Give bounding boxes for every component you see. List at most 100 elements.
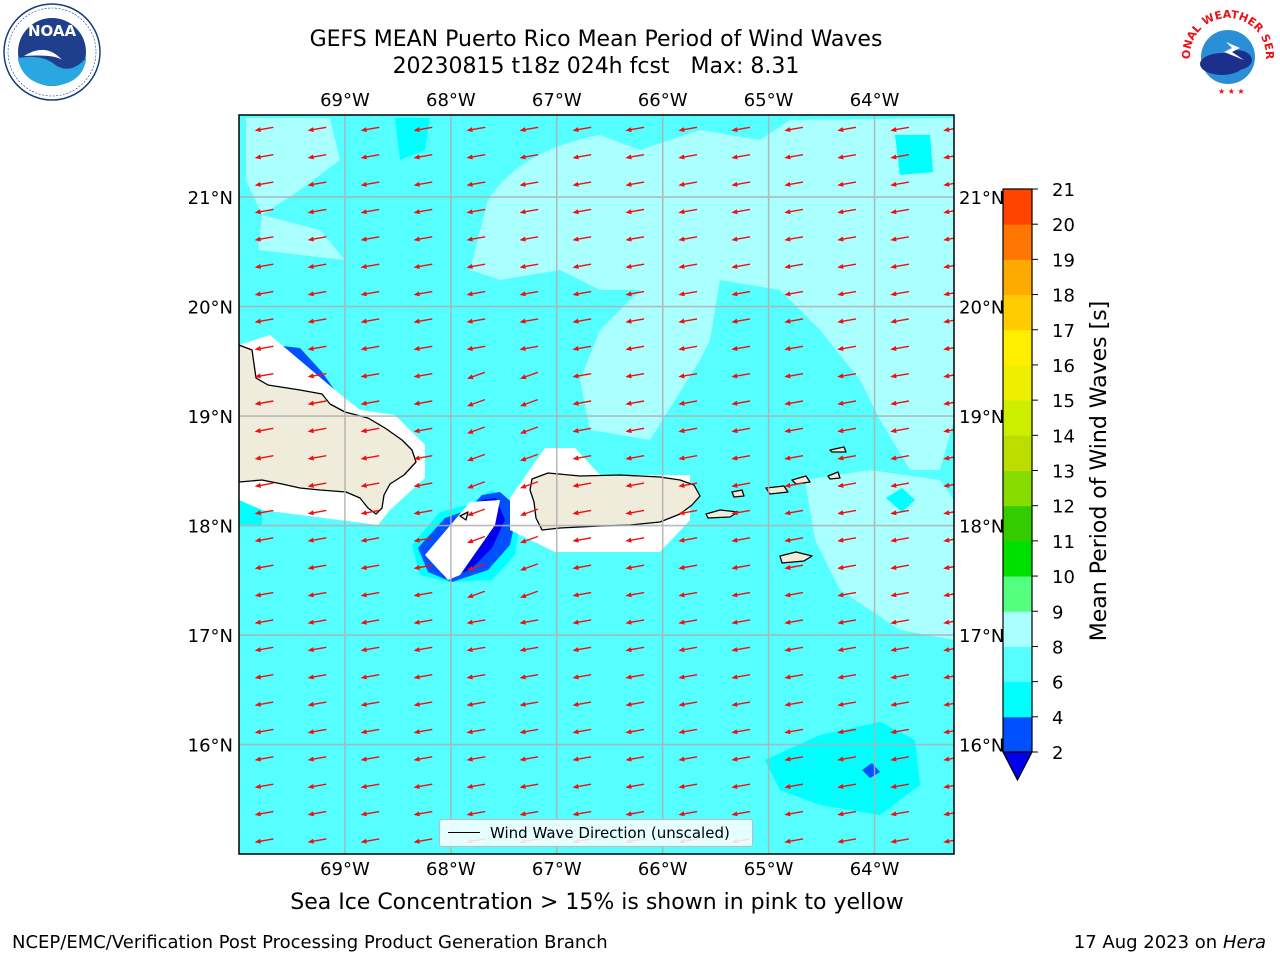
wind-wave-arrow	[307, 674, 327, 680]
wind-wave-arrow	[943, 783, 954, 789]
contour-6-8s	[886, 488, 915, 512]
wind-wave-arrow	[519, 783, 539, 789]
wind-wave-arrow	[943, 263, 954, 269]
wind-wave-arrow	[519, 728, 539, 735]
wind-wave-arrow	[254, 427, 274, 434]
wind-wave-arrow	[678, 400, 698, 406]
wind-wave-arrow	[943, 127, 954, 133]
wind-wave-arrow	[413, 756, 433, 762]
wind-wave-arrow	[254, 455, 274, 461]
wind-wave-arrow	[731, 756, 751, 762]
map-subtitle: 20230815 t18z 024h fcst Max: 8.31	[0, 54, 1192, 80]
wind-wave-arrow	[254, 263, 274, 269]
wind-wave-arrow	[254, 728, 274, 735]
wind-wave-arrow	[837, 400, 857, 406]
wind-wave-arrow	[519, 371, 539, 380]
wind-wave-arrow	[837, 810, 857, 817]
max-value: Max: 8.31	[690, 54, 800, 79]
wind-wave-arrow	[731, 372, 751, 379]
wind-wave-arrow	[731, 345, 751, 351]
wind-wave-arrow	[890, 674, 910, 680]
wind-wave-arrow	[466, 590, 486, 599]
map-title: GEFS MEAN Puerto Rico Mean Period of Win…	[309, 27, 883, 52]
wind-wave-arrow	[307, 181, 327, 187]
wind-wave-arrow	[890, 345, 910, 351]
lon-label: 68°W	[426, 90, 476, 111]
anegada	[827, 471, 841, 480]
wind-wave-arrow	[625, 263, 645, 269]
lat-labels-left: 21°N 20°N 19°N 18°N 17°N 16°N	[188, 188, 233, 756]
wind-wave-arrow	[837, 345, 857, 351]
legend-line-sample	[448, 832, 480, 833]
wind-wave-arrow	[307, 619, 327, 625]
wind-wave-arrow	[678, 756, 698, 762]
wind-wave-arrow	[625, 482, 645, 488]
wind-wave-arrow	[678, 810, 698, 817]
wind-wave-arrow	[890, 838, 910, 844]
wind-wave-arrow	[731, 591, 751, 598]
wind-wave-arrow	[572, 783, 592, 789]
wind-wave-arrow	[625, 236, 645, 242]
wind-wave-arrow	[413, 674, 433, 680]
wind-wave-arrow	[413, 838, 433, 844]
colorbar-segment	[1003, 576, 1032, 612]
lat-label: 17°N	[959, 626, 1004, 647]
wind-wave-arrow	[731, 290, 751, 297]
colorbar-tick-label: 8	[1052, 637, 1063, 658]
wind-wave-arrow	[731, 482, 751, 488]
wind-wave-arrow	[625, 701, 645, 707]
colorbar-tick-label: 10	[1052, 567, 1075, 588]
colorbar-segment	[1003, 505, 1032, 542]
wind-wave-arrow	[890, 591, 910, 598]
wind-wave-arrow	[625, 345, 645, 351]
wind-wave-arrow	[837, 783, 857, 789]
wind-wave-arrow	[784, 756, 804, 762]
wind-wave-arrow	[307, 810, 327, 817]
wind-wave-arrow	[466, 508, 486, 516]
wind-wave-arrow	[890, 318, 910, 324]
plot-area	[239, 115, 954, 854]
wind-wave-arrow	[625, 181, 645, 187]
wind-wave-arrow	[731, 701, 751, 707]
wind-wave-arrow	[837, 564, 857, 570]
wind-wave-arrow	[572, 400, 592, 406]
lat-lon-grid	[239, 115, 954, 854]
wind-wave-arrow	[731, 646, 751, 653]
wind-wave-arrow	[360, 181, 380, 187]
wind-wave-arrow	[731, 810, 751, 817]
lat-label: 16°N	[959, 736, 1004, 757]
wind-wave-arrow	[731, 263, 751, 269]
wind-wave-arrow	[413, 482, 433, 488]
wind-wave-arrow	[254, 783, 274, 789]
lat-labels-right: 21°N 20°N 19°N 18°N 17°N 16°N	[959, 188, 1004, 756]
footer-date: 17 Aug 2023 on Hera	[1074, 932, 1266, 954]
wind-wave-arrow	[254, 701, 274, 707]
wind-wave-arrow	[254, 564, 274, 570]
wind-wave-arrow	[466, 535, 486, 544]
wind-wave-arrow	[360, 646, 380, 653]
wind-wave-arrow	[413, 701, 433, 707]
wind-wave-arrow	[784, 619, 804, 625]
wind-wave-arrow	[307, 509, 327, 516]
lon-label: 68°W	[426, 859, 476, 880]
wind-wave-arrow	[413, 783, 433, 789]
wind-wave-arrow	[519, 810, 539, 817]
wind-wave-arrow	[413, 810, 433, 817]
wind-wave-arrow	[678, 345, 698, 351]
wind-wave-arrow	[784, 455, 804, 461]
wind-wave-arrow	[890, 372, 910, 379]
colorbar-segment	[1003, 435, 1032, 471]
wind-wave-arrow	[890, 482, 910, 488]
wind-wave-arrow	[678, 126, 698, 133]
wind-wave-arrow	[943, 181, 954, 187]
wind-wave-arrow	[307, 427, 327, 434]
wind-wave-arrow	[943, 674, 954, 680]
wind-wave-arrow	[890, 400, 910, 406]
wind-wave-arrow	[413, 345, 433, 351]
wind-wave-arrow	[572, 126, 592, 133]
contour-8-9s	[246, 118, 340, 215]
wind-wave-arrow	[519, 126, 539, 133]
wind-wave-arrow	[731, 208, 751, 215]
wind-wave-arrow	[731, 783, 751, 789]
wind-wave-arrow	[254, 838, 274, 844]
